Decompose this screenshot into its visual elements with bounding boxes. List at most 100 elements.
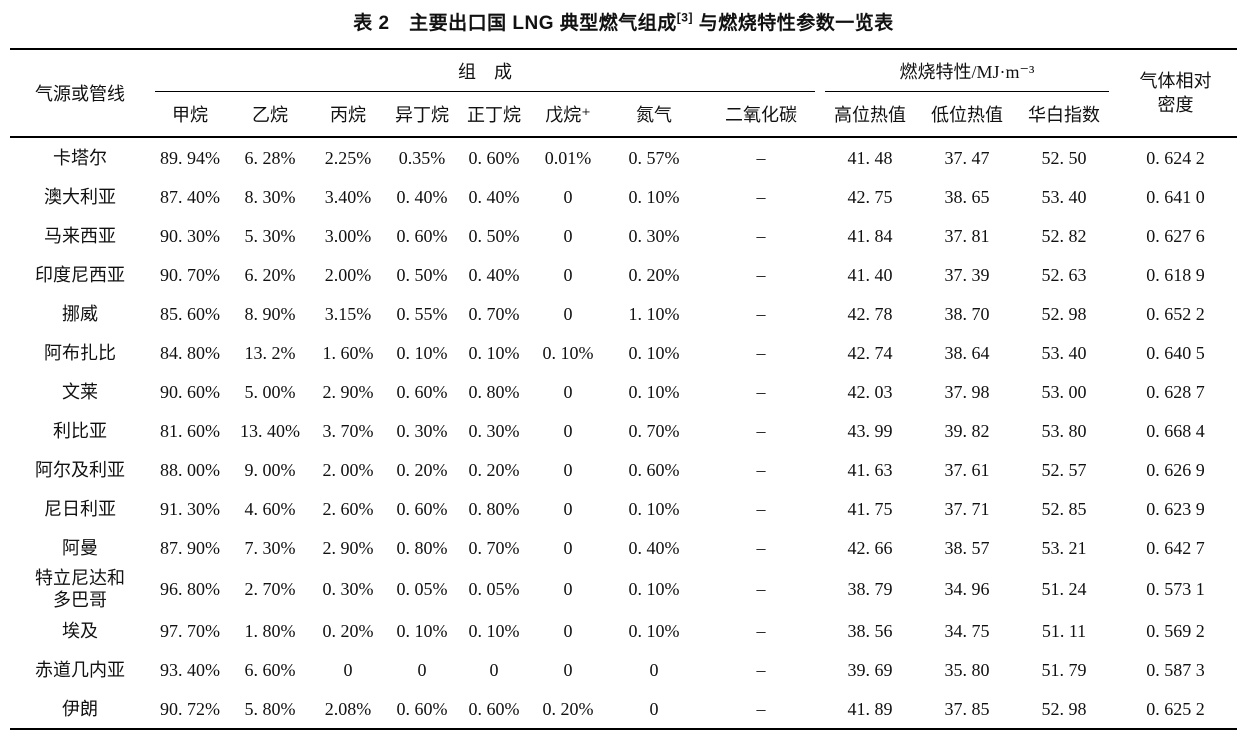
value-cell: – (756, 659, 766, 680)
value-cell: – (756, 264, 766, 285)
value-cell: 41. 84 (847, 225, 893, 246)
value-cell: 7. 30% (244, 537, 296, 558)
value-cell: 0. 10% (628, 342, 680, 363)
value-cell: – (756, 579, 766, 599)
value-cell: 52. 98 (1041, 303, 1087, 324)
value-cell: 42. 78 (847, 303, 893, 324)
value-cell: 0. 10% (628, 579, 680, 599)
value-cell: 2. 90% (322, 381, 374, 402)
value-cell: 0 (649, 698, 659, 719)
table-body: 卡塔尔 89. 94% 6. 28% 2.25% 0.35% 0. 60% 0.01% 0. … (10, 137, 1237, 729)
relative-density-label: 气体相对 密度 (1139, 71, 1212, 115)
value-cell: 51. 11 (1041, 620, 1087, 641)
value-cell: 6. 60% (244, 659, 296, 680)
lng-composition-table: 气源或管线 组 成 燃烧特性/MJ·m⁻³ 气体相对 密度 甲烷 乙烷 丙烷 异… (10, 48, 1238, 730)
value-cell: 9. 00% (244, 459, 296, 480)
value-cell: 0 (417, 659, 427, 680)
value-cell: 0 (649, 659, 659, 680)
header-group-row: 气源或管线 组 成 燃烧特性/MJ·m⁻³ 气体相对 密度 (10, 49, 1238, 138)
value-cell: 0. 80% (468, 498, 520, 519)
gas-source-cell: 尼日利亚 (44, 498, 116, 519)
value-cell: 2. 00% (322, 459, 374, 480)
value-cell: 0. 30% (628, 225, 680, 246)
value-cell: 90. 70% (160, 264, 220, 285)
value-cell: 0. 60% (628, 459, 680, 480)
value-cell: 89. 94% (160, 147, 220, 168)
value-cell: 8. 90% (244, 303, 296, 324)
value-cell: 0. 623 9 (1146, 498, 1205, 519)
gas-source-cell: 特立尼达和 多巴哥 (35, 568, 125, 610)
value-cell: 38. 57 (944, 537, 990, 558)
value-cell: 41. 89 (847, 698, 893, 719)
value-cell: 0. 668 4 (1146, 420, 1205, 441)
value-cell: 0. 20% (322, 620, 374, 641)
value-cell: 0. 40% (396, 186, 448, 207)
value-cell: 0. 30% (396, 420, 448, 441)
value-cell: 34. 96 (944, 579, 990, 599)
value-cell: 0. 55% (396, 303, 448, 324)
value-cell: 35. 80 (944, 659, 990, 680)
value-cell: 0. 10% (468, 342, 520, 363)
value-cell: 34. 75 (944, 620, 990, 641)
value-cell: 42. 75 (847, 186, 893, 207)
value-cell: 0 (563, 264, 573, 285)
value-cell: 0. 60% (468, 698, 520, 719)
value-cell: 0. 641 0 (1146, 186, 1205, 207)
value-cell: – (756, 342, 766, 363)
value-cell: 0. 30% (322, 579, 374, 599)
value-cell: – (756, 303, 766, 324)
gas-source-cell: 阿尔及利亚 (35, 459, 125, 480)
value-cell: 0. 70% (468, 303, 520, 324)
value-cell: 0 (563, 459, 573, 480)
value-cell: 53. 80 (1041, 420, 1087, 441)
value-cell: 97. 70% (160, 620, 220, 641)
table-row: 马来西亚 90. 30% 5. 30% 3.00% 0. 60% 0. 50% 0 0. 30… (10, 216, 1237, 255)
header-propane: 丙烷 (310, 92, 386, 138)
table-row: 阿尔及利亚 88. 00% 9. 00% 2. 00% 0. 20% 0. 20% 0 0. … (10, 450, 1237, 489)
value-cell: 0 (489, 659, 499, 680)
value-cell: 0. 60% (396, 381, 448, 402)
value-cell: 0. 626 9 (1146, 459, 1205, 480)
value-cell: 5. 30% (244, 225, 296, 246)
value-cell: 53. 00 (1041, 381, 1087, 402)
value-cell: 5. 80% (244, 698, 296, 719)
value-cell: 0 (563, 537, 573, 558)
value-cell: 41. 63 (847, 459, 893, 480)
value-cell: – (756, 537, 766, 558)
value-cell: 3. 70% (322, 420, 374, 441)
value-cell: 13. 2% (244, 342, 296, 363)
value-cell: 0. 10% (396, 342, 448, 363)
value-cell: 52. 57 (1041, 459, 1087, 480)
value-cell: 39. 82 (944, 420, 990, 441)
value-cell: 96. 80% (160, 579, 220, 599)
value-cell: 37. 39 (944, 264, 990, 285)
value-cell: 0. 618 9 (1146, 264, 1205, 285)
value-cell: 0. 60% (396, 498, 448, 519)
value-cell: 0. 10% (628, 381, 680, 402)
gas-source-cell: 埃及 (62, 620, 98, 641)
value-cell: 37. 47 (944, 147, 990, 168)
value-cell: 52. 63 (1041, 264, 1087, 285)
value-cell: 53. 40 (1041, 186, 1087, 207)
table-row: 阿曼 87. 90% 7. 30% 2. 90% 0. 80% 0. 70% 0 0. 40%… (10, 528, 1237, 567)
gas-source-cell: 利比亚 (53, 420, 107, 441)
gas-source-cell: 卡塔尔 (53, 147, 107, 168)
value-cell: 2. 60% (322, 498, 374, 519)
header-gas-source: 气源或管线 (10, 49, 150, 138)
value-cell: 0. 20% (542, 698, 594, 719)
value-cell: 0. 60% (396, 698, 448, 719)
value-cell: 0. 05% (396, 579, 448, 599)
value-cell: 0. 50% (468, 225, 520, 246)
value-cell: 0. 57% (628, 147, 680, 168)
gas-source-cell: 澳大利亚 (44, 186, 116, 207)
value-cell: 88. 00% (160, 459, 220, 480)
value-cell: 0. 627 6 (1146, 225, 1205, 246)
table-row: 利比亚 81. 60% 13. 40% 3. 70% 0. 30% 0. 30% 0 0. 7… (10, 411, 1237, 450)
table-row: 印度尼西亚 90. 70% 6. 20% 2.00% 0. 50% 0. 40% 0 0. 2… (10, 255, 1237, 294)
value-cell: – (756, 381, 766, 402)
table-row: 埃及 97. 70% 1. 80% 0. 20% 0. 10% 0. 10% 0 0. 10%… (10, 611, 1237, 650)
value-cell: 52. 85 (1041, 498, 1087, 519)
table-row: 尼日利亚 91. 30% 4. 60% 2. 60% 0. 60% 0. 80% 0 0. 1… (10, 489, 1237, 528)
header-co2: 二氧化碳 (702, 92, 820, 138)
value-cell: 0. 20% (628, 264, 680, 285)
